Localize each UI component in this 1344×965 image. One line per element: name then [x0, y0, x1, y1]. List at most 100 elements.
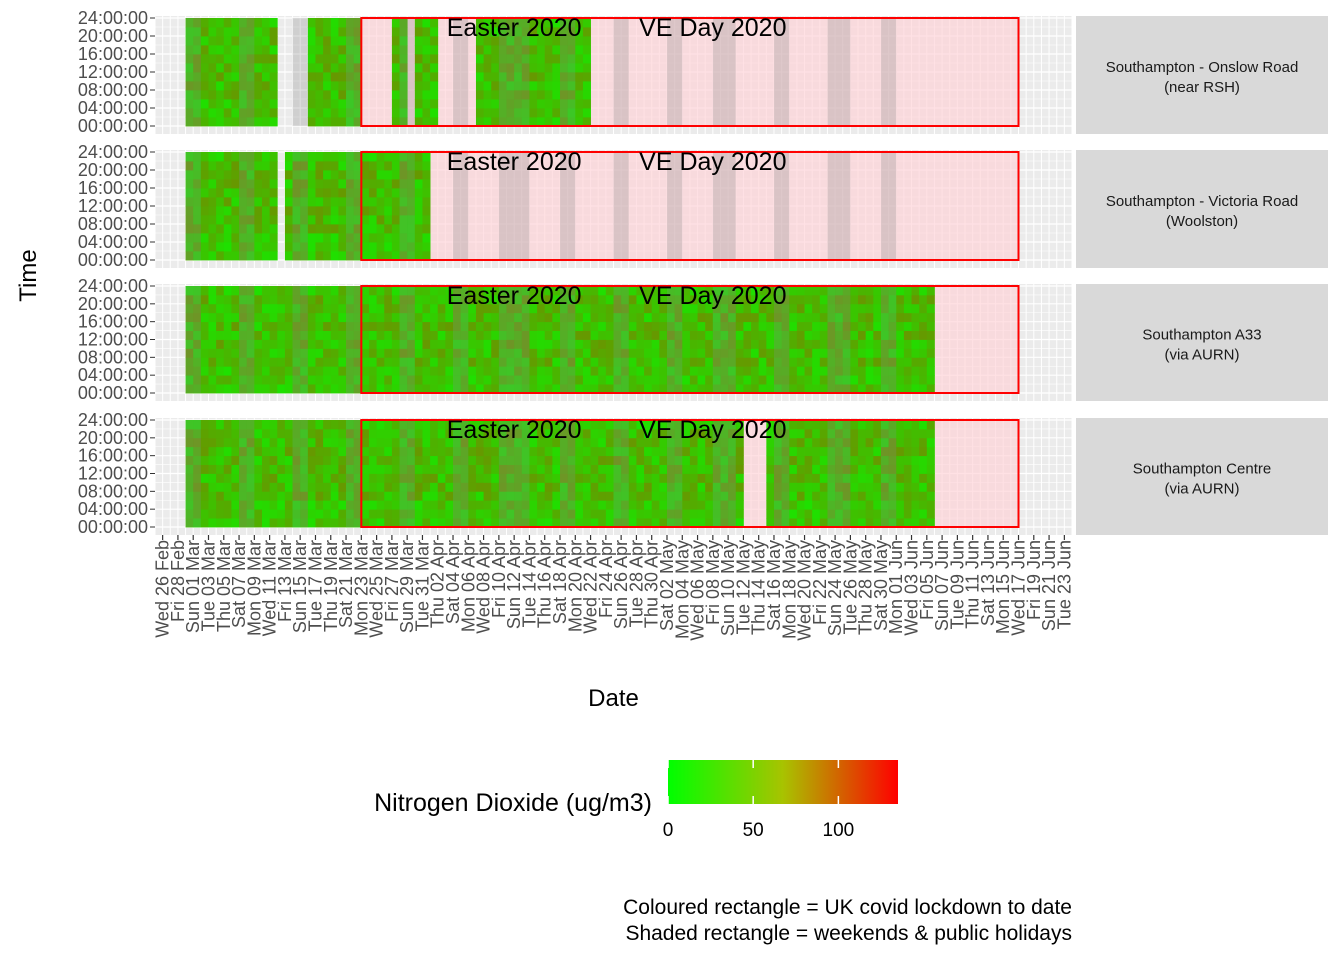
heatmap-cell — [697, 366, 706, 376]
heatmap-cell — [873, 294, 882, 305]
heatmap-cell — [346, 330, 355, 340]
heatmap-cell — [284, 509, 293, 519]
heatmap-cell — [430, 357, 439, 367]
heatmap-cell — [200, 161, 209, 171]
heatmap-cell — [751, 384, 760, 394]
heatmap-cell — [399, 90, 408, 100]
shaded-day — [353, 18, 362, 126]
heatmap-cell — [185, 18, 194, 28]
heatmap-cell — [529, 81, 538, 91]
heatmap-cell — [468, 339, 477, 349]
heatmap-cell — [682, 303, 691, 314]
heatmap-cell — [391, 428, 400, 439]
x-tick-label: Sat 21 Mar — [336, 540, 356, 628]
heatmap-cell — [858, 312, 867, 323]
heatmap-cell — [376, 233, 385, 243]
heatmap-cell — [582, 420, 591, 430]
x-tick-label: Thu 05 Mar — [214, 540, 234, 632]
heatmap-cell — [697, 518, 706, 528]
heatmap-cell — [323, 500, 332, 510]
heatmap-cell — [613, 428, 622, 439]
heatmap-cell — [766, 464, 775, 474]
heatmap-cell — [185, 357, 194, 367]
heatmap-cell — [460, 491, 469, 501]
heatmap-cell — [796, 455, 805, 465]
heatmap-cell — [216, 233, 225, 243]
heatmap-cell — [307, 72, 316, 82]
heatmap-cell — [529, 36, 538, 46]
heatmap-cell — [391, 99, 400, 109]
heatmap-cell — [254, 437, 263, 448]
heatmap-cell — [529, 518, 538, 528]
heatmap-cell — [384, 330, 393, 340]
heatmap-cell — [873, 348, 882, 358]
heatmap-cell — [521, 428, 530, 439]
heatmap-cell — [804, 312, 813, 323]
heatmap-cell — [391, 108, 400, 118]
heatmap-cell — [391, 473, 400, 483]
heatmap-cell — [414, 375, 423, 385]
heatmap-cell — [919, 348, 928, 358]
heatmap-cell — [193, 491, 202, 501]
heatmap-cell — [919, 286, 928, 296]
heatmap-cell — [200, 36, 209, 46]
heatmap-cell — [674, 348, 683, 358]
heatmap-cell — [384, 170, 393, 180]
heatmap-cell — [537, 384, 546, 394]
heatmap-cell — [796, 384, 805, 394]
heatmap-cell — [277, 330, 286, 340]
heatmap-cell — [391, 90, 400, 100]
heatmap-cell — [682, 455, 691, 465]
heatmap-cell — [911, 366, 920, 376]
heatmap-cell — [391, 45, 400, 55]
heatmap-cell — [674, 294, 683, 305]
heatmap-cell — [391, 54, 400, 64]
heatmap-cell — [460, 348, 469, 358]
heatmap-cell — [537, 99, 546, 109]
heatmap-cell — [582, 45, 591, 55]
heatmap-cell — [873, 500, 882, 510]
heatmap-cell — [292, 242, 301, 252]
heatmap-cell — [605, 375, 614, 385]
heatmap-cell — [819, 491, 828, 501]
heatmap-cell — [911, 509, 920, 519]
heatmap-cell — [330, 375, 339, 385]
heatmap-cell — [796, 437, 805, 448]
heatmap-cell — [384, 348, 393, 358]
heatmap-cell — [567, 384, 576, 394]
heatmap-cell — [300, 509, 309, 519]
heatmap-cell — [498, 446, 507, 457]
heatmap-cell — [269, 473, 278, 483]
heatmap-cell — [850, 500, 859, 510]
heatmap-cell — [880, 473, 889, 483]
heatmap-cell — [781, 384, 790, 394]
heatmap-cell — [628, 500, 637, 510]
heatmap-cell — [544, 482, 553, 492]
heatmap-cell — [919, 294, 928, 305]
heatmap-cell — [819, 509, 828, 519]
heatmap-cell — [208, 36, 217, 46]
shaded-day — [781, 152, 790, 260]
heatmap-cell — [414, 188, 423, 198]
heatmap-cell — [414, 500, 423, 510]
heatmap-cell — [468, 491, 477, 501]
heatmap-cell — [598, 491, 607, 501]
heatmap-cell — [735, 286, 744, 296]
heatmap-cell — [353, 384, 362, 394]
heatmap-cell — [277, 357, 286, 367]
heatmap-cell — [399, 72, 408, 82]
heatmap-cell — [407, 455, 416, 465]
heatmap-cell — [475, 482, 484, 492]
heatmap-cell — [414, 464, 423, 474]
shaded-day — [567, 18, 576, 126]
heatmap-cell — [307, 482, 316, 492]
heatmap-cell — [422, 81, 431, 91]
heatmap-cell — [926, 312, 935, 323]
facet-strip-subtitle: (via AURN) — [1164, 481, 1239, 498]
heatmap-cell — [361, 428, 370, 439]
shaded-day — [399, 18, 408, 126]
heatmap-cell — [323, 303, 332, 314]
heatmap-cell — [460, 500, 469, 510]
heatmap-cell — [582, 491, 591, 501]
heatmap-cell — [888, 455, 897, 465]
